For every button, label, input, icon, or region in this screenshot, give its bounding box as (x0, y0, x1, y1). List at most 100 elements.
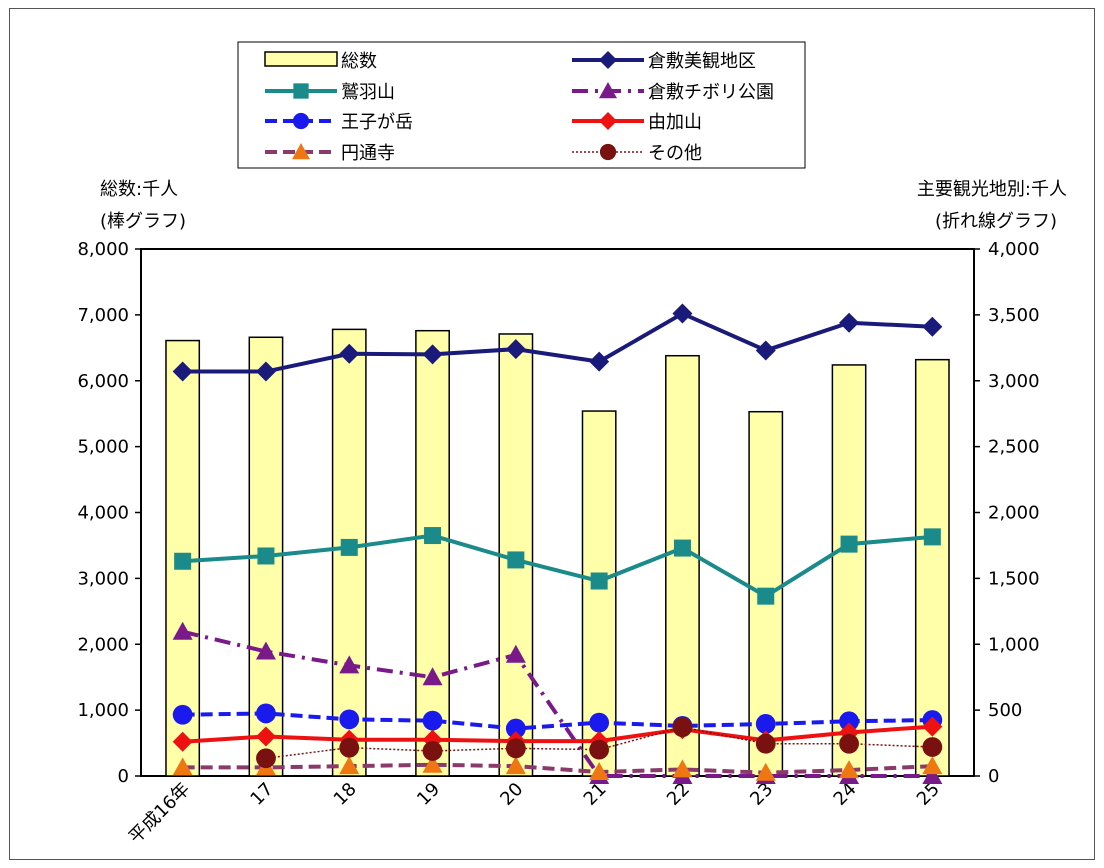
series-point-倉敷チボリ公園 (339, 655, 360, 674)
series-point-王子が岳 (339, 709, 360, 730)
legend-item-倉敷チボリ公園: 倉敷チボリ公園 (572, 82, 774, 103)
right-axis-tick-label: 3,000 (988, 371, 1040, 392)
series-point-倉敷美観地区 (839, 312, 860, 333)
legend-item-鷲羽山: 鷲羽山 (265, 82, 395, 103)
legend-item-円通寺: 円通寺 (265, 143, 395, 164)
series-line-倉敷チボリ公園 (182, 629, 933, 778)
series-point-王子が岳 (505, 718, 526, 739)
legend-label-円通寺: 円通寺 (341, 143, 395, 164)
series-point-鷲羽山 (507, 551, 525, 569)
legend-swatch-総数 (264, 51, 338, 67)
left-axis-title-line1: 総数:千人 (100, 179, 178, 200)
series-point-その他 (256, 748, 276, 769)
series-point-倉敷チボリ公園 (172, 621, 193, 640)
series-point-倉敷チボリ公園 (422, 667, 443, 686)
series-line-王子が岳 (182, 711, 933, 731)
series-point-円通寺 (922, 756, 943, 775)
series-point-円通寺 (505, 756, 526, 775)
series-point-鷲羽山 (424, 527, 442, 545)
x-tick-label: 19 (413, 779, 444, 810)
legend-label-王子が岳: 王子が岳 (341, 112, 413, 133)
legend-label-総数: 総数 (341, 51, 377, 72)
series-point-倉敷チボリ公園 (505, 644, 526, 663)
plot-area: 0 1,000 2,000 3,000 4,000 5,000 6,000 7,000 8,00… (77, 239, 1039, 848)
series-point-由加山 (172, 731, 193, 752)
left-axis-tick-label: 7,000 (77, 305, 129, 326)
series-point-その他 (839, 733, 859, 754)
series-point-その他 (505, 738, 526, 759)
legend-label-鷲羽山: 鷲羽山 (341, 82, 395, 103)
right-axis-tick-label: 0 (988, 766, 999, 787)
right-axis-tick-label: 4,000 (988, 239, 1040, 260)
series-point-倉敷美観地区 (172, 361, 193, 382)
left-axis-tick-label: 5,000 (77, 437, 129, 458)
legend-label-倉敷チボリ公園: 倉敷チボリ公園 (648, 82, 774, 103)
series-point-倉敷美観地区 (422, 344, 443, 365)
right-axis-title-line1: 主要観光地別:千人 (917, 179, 1067, 200)
legend-marker-円通寺 (292, 143, 310, 160)
legend-marker-由加山 (599, 112, 617, 130)
series-point-倉敷チボリ公園 (922, 766, 943, 784)
left-axis-tick-label: 8,000 (77, 239, 129, 260)
series-point-鷲羽山 (257, 547, 275, 565)
series-point-倉敷美観地区 (339, 343, 360, 364)
bar-22 (665, 354, 700, 777)
right-axis-tick-label: 1,000 (988, 634, 1040, 655)
series-point-倉敷美観地区 (922, 316, 943, 337)
series-point-鷲羽山 (923, 528, 941, 546)
series-point-円通寺 (672, 759, 693, 778)
series-point-その他 (339, 737, 360, 758)
series-point-円通寺 (339, 756, 360, 775)
legend-marker-その他 (599, 143, 617, 161)
series-point-倉敷チボリ公園 (255, 641, 276, 660)
series-point-由加山 (922, 716, 943, 737)
legend-label-倉敷美観地区: 倉敷美観地区 (648, 51, 756, 72)
series-line-鷲羽山 (182, 533, 933, 599)
legend-item-その他: その他 (572, 143, 702, 164)
right-axis-tick-label: 1,500 (988, 568, 1040, 589)
x-tick-label: 17 (246, 779, 277, 810)
series-point-倉敷美観地区 (589, 351, 610, 372)
right-axis-tick-label: 3,500 (988, 305, 1040, 326)
left-axis-title-line2: (棒グラフ) (100, 211, 186, 232)
series-point-王子が岳 (422, 710, 443, 731)
series-point-その他 (755, 733, 776, 754)
left-axis-tick-label: 1,000 (77, 700, 129, 721)
legend-label-由加山: 由加山 (648, 112, 702, 133)
legend-marker-倉敷美観地区 (599, 51, 617, 69)
x-tick-label: 18 (330, 779, 361, 810)
bar-19 (415, 329, 450, 777)
legend-item-由加山: 由加山 (572, 112, 702, 133)
series-point-倉敷美観地区 (505, 339, 526, 360)
series-point-王子が岳 (256, 703, 276, 724)
x-tick-label: 平成16年 (125, 779, 194, 848)
left-axis-tick-label: 3,000 (77, 568, 129, 589)
series-point-鷲羽山 (673, 539, 691, 557)
series-point-鷲羽山 (590, 572, 608, 590)
series-point-その他 (589, 739, 610, 760)
left-axis-tick-label: 2,000 (77, 634, 129, 655)
legend-item-王子が岳: 王子が岳 (265, 112, 413, 133)
legend-item-総数: 総数 (264, 51, 377, 72)
right-axis-tick-label: 2,000 (988, 503, 1040, 524)
legend-marker-王子が岳 (292, 112, 310, 130)
series-point-鷲羽山 (757, 587, 775, 605)
series-point-円通寺 (589, 762, 610, 781)
bar-24 (831, 364, 867, 777)
series-line-倉敷美観地区 (182, 311, 933, 374)
series-point-円通寺 (755, 762, 776, 781)
series-point-倉敷美観地区 (672, 303, 693, 324)
right-axis-tick-label: 500 (988, 700, 1022, 721)
left-axis-tick-label: 0 (118, 766, 129, 787)
x-tick-label: 20 (496, 779, 527, 810)
series-point-鷲羽山 (840, 535, 858, 553)
legend-item-倉敷美観地区: 倉敷美観地区 (572, 51, 756, 72)
series-point-その他 (422, 741, 443, 761)
legend-label-その他: その他 (648, 143, 702, 164)
right-axis-tick-label: 2,500 (988, 437, 1040, 458)
series-point-王子が岳 (172, 704, 193, 725)
series-point-鷲羽山 (174, 552, 192, 570)
series-line-円通寺 (182, 762, 933, 775)
